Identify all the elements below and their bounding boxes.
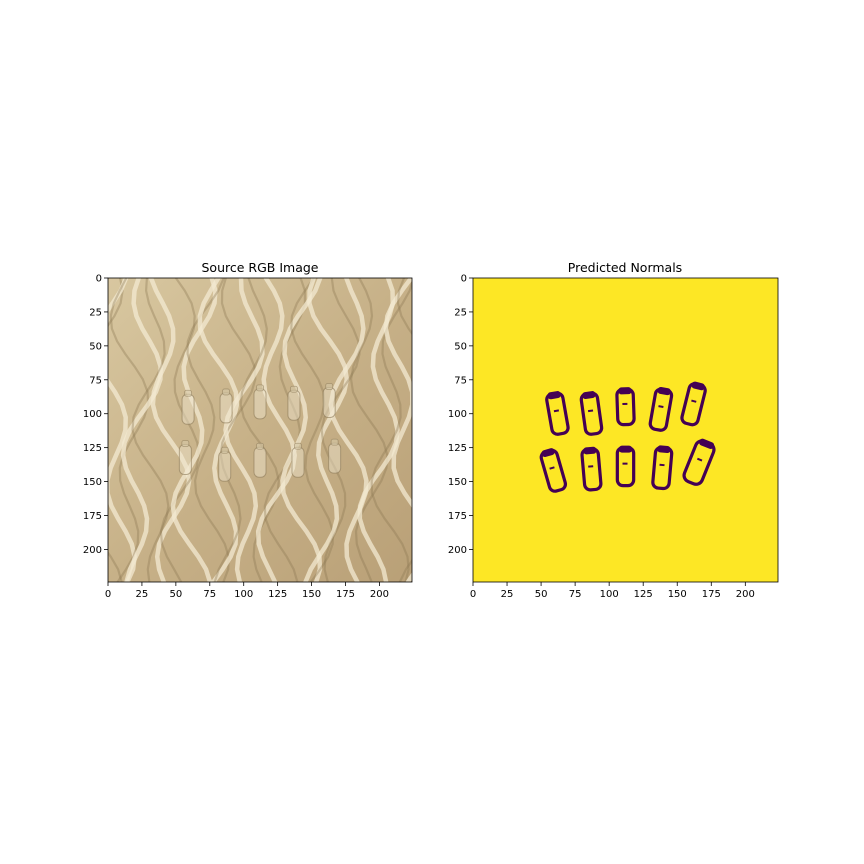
surface-band — [223, 278, 265, 582]
source-y-tick-label: 25 — [89, 307, 102, 318]
source-x-tick-label: 100 — [234, 589, 253, 600]
surface-band — [383, 278, 412, 582]
source-x-axis: 0 25 50 75 100 125 150 175 200 — [105, 582, 389, 600]
surface-band — [108, 310, 110, 329]
normals-x-tick-label: 175 — [702, 589, 721, 600]
normals-y-tick-label: 0 — [461, 274, 467, 285]
normals-x-tick-label: 125 — [634, 589, 653, 600]
normals-y-tick-label: 200 — [448, 545, 467, 556]
normals-panel: Predicted Normals 0 25 50 75 100 125 150 175 200… — [448, 260, 779, 600]
surface-band — [328, 278, 369, 582]
normals-image-frame — [472, 277, 779, 583]
normals-title: Predicted Normals — [568, 260, 682, 275]
normals-y-tick-label: 100 — [448, 409, 467, 420]
surface-band — [280, 278, 323, 582]
source-y-tick-label: 150 — [83, 477, 102, 488]
source-y-tick-label: 200 — [83, 545, 102, 556]
bottle-object — [218, 450, 232, 482]
bottle-cap — [290, 385, 298, 393]
normals-x-tick-label: 150 — [668, 589, 687, 600]
surface-band — [148, 278, 192, 582]
source-x-tick-label: 150 — [302, 589, 321, 600]
normals-y-tick-label: 50 — [454, 341, 467, 352]
surface-band — [303, 278, 350, 582]
normal-outline — [615, 445, 636, 488]
surface-band — [120, 278, 163, 582]
normals-y-axis: 0 25 50 75 100 125 150 175 200 — [448, 274, 473, 556]
surface-band — [131, 278, 170, 582]
surface-band — [320, 278, 361, 582]
bottle-cap — [220, 446, 229, 454]
bottle-object — [322, 387, 336, 418]
normals-x-tick-label: 100 — [600, 589, 619, 600]
bottle-object — [287, 389, 301, 421]
normals-y-tick-label: 150 — [448, 477, 467, 488]
normal-outline — [580, 446, 603, 492]
normals-x-tick-label: 200 — [736, 589, 755, 600]
bottle-cap — [294, 442, 302, 450]
normal-outline — [615, 387, 636, 427]
source-x-tick-label: 125 — [268, 589, 287, 600]
normals-image — [473, 278, 778, 582]
source-y-tick-label: 125 — [83, 443, 102, 454]
source-y-tick-label: 75 — [89, 375, 102, 386]
surface-band — [186, 278, 230, 582]
source-image-title: Source RGB Image — [202, 260, 319, 275]
source-x-tick-label: 75 — [203, 589, 216, 600]
surface-band — [108, 278, 137, 582]
normals-y-tick-label: 75 — [454, 375, 467, 386]
surface-band — [349, 278, 389, 582]
bottle-object — [181, 393, 195, 425]
source-x-tick-label: 50 — [169, 589, 182, 600]
surface-band — [396, 278, 412, 582]
source-y-tick-label: 175 — [83, 511, 102, 522]
bottle-cap — [256, 442, 264, 450]
source-image-frame — [107, 277, 413, 583]
bottle-cap — [325, 383, 334, 390]
bottle-object — [328, 442, 342, 474]
source-x-tick-label: 25 — [136, 589, 149, 600]
normal-outline — [579, 391, 604, 436]
bottle-cap — [222, 388, 230, 396]
normal-outline — [682, 438, 716, 486]
source-y-tick-label: 0 — [96, 274, 102, 285]
bottle-cap — [330, 438, 339, 446]
bottle-object — [219, 392, 233, 424]
surface-band — [159, 278, 201, 582]
normal-outline — [680, 381, 707, 427]
surface-band — [263, 278, 306, 582]
normal-outline — [545, 391, 570, 436]
bottle-cap — [181, 440, 190, 447]
normal-outline — [539, 448, 568, 493]
normals-x-tick-label: 75 — [569, 589, 582, 600]
source-y-tick-label: 50 — [89, 341, 102, 352]
bottle-cap — [256, 384, 264, 392]
normals-x-tick-label: 0 — [470, 589, 476, 600]
bottle-object — [178, 444, 192, 475]
source-image — [108, 278, 412, 582]
bottle-object — [253, 446, 267, 478]
surface-band — [109, 278, 150, 582]
source-x-tick-label: 200 — [370, 589, 389, 600]
bottle-cap — [184, 389, 192, 397]
normals-background — [473, 278, 778, 582]
normals-x-tick-label: 50 — [535, 589, 548, 600]
normals-x-axis: 0 25 50 75 100 125 150 175 200 — [470, 582, 755, 600]
surface-band — [197, 278, 240, 582]
source-y-axis: 0 25 50 75 100 125 150 175 200 — [83, 274, 108, 556]
normal-outline — [648, 386, 674, 432]
bottle-object — [291, 446, 305, 478]
normals-y-tick-label: 175 — [448, 511, 467, 522]
normals-y-tick-label: 125 — [448, 443, 467, 454]
surface-band — [255, 278, 297, 582]
source-image-panel: Source RGB Image 0 25 50 75 100 125 150 175 200 … — [83, 260, 413, 600]
source-x-tick-label: 0 — [105, 589, 111, 600]
source-y-tick-label: 100 — [83, 409, 102, 420]
bottle-object — [253, 388, 267, 420]
normals-x-tick-label: 25 — [501, 589, 514, 600]
source-x-tick-label: 175 — [336, 589, 355, 600]
normals-y-tick-label: 25 — [454, 307, 467, 318]
normal-outline — [651, 445, 674, 491]
